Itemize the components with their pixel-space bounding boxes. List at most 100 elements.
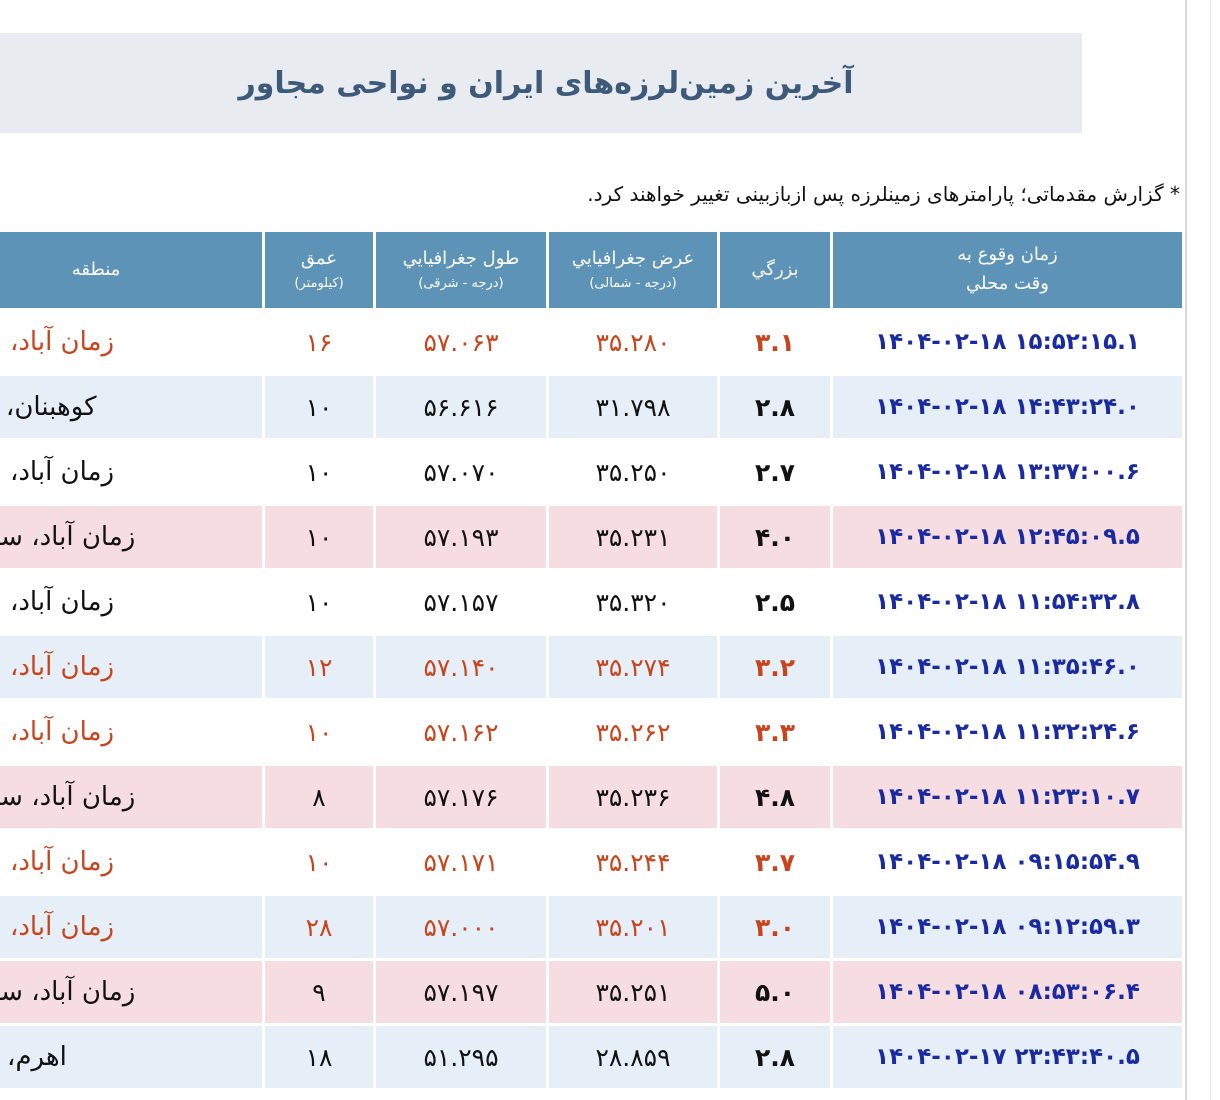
table-cell: ۱۶	[265, 311, 373, 373]
cell-text: ۲۸.۸۵۹	[595, 1042, 671, 1072]
cell-text: ۵۱.۲۹۵	[423, 1042, 499, 1072]
table-cell: ۵۷.۱۶۲	[376, 701, 546, 763]
table-cell: کوهبنان، کرمان	[0, 376, 262, 438]
cell-text: ۱۴۰۴-۰۲-۱۸ ۱۱:۳۲:۲۴.۶	[875, 719, 1140, 745]
table-cell: ۱۰	[265, 831, 373, 893]
table-cell: ۱۰	[265, 441, 373, 503]
header-text: بزرگي	[751, 258, 799, 280]
table-cell: ۳.۲	[720, 636, 830, 698]
cell-text: ۱۰	[305, 392, 333, 422]
cell-text: ۱۴۰۴-۰۲-۱۸ ۱۱:۲۳:۱۰.۷	[875, 784, 1140, 810]
cell-text: ۱۰	[305, 457, 333, 487]
table-cell: ۳۵.۲۰۱	[549, 896, 717, 958]
cell-text: ۲.۷	[754, 457, 795, 487]
table-cell: زمان آباد، سمنان	[0, 441, 262, 503]
table-cell: ۳.۳	[720, 701, 830, 763]
cell-text: زمان آباد، سمنان	[0, 327, 115, 357]
table-cell: ۵۷.۱۷۶	[376, 766, 546, 828]
cell-text: ۱۴۰۴-۰۲-۱۸ ۱۳:۳۷:۰۰.۶	[875, 459, 1140, 485]
table-cell: ۳۵.۲۵۱	[549, 961, 717, 1023]
table-cell: ۸	[265, 766, 373, 828]
table-cell: زمان آباد، سمنان *	[0, 766, 262, 828]
table-cell: ۱۴۰۴-۰۲-۱۸ ۱۱:۲۳:۱۰.۷	[833, 766, 1182, 828]
table-cell: ۱۴۰۴-۰۲-۱۸ ۱۱:۳۲:۲۴.۶	[833, 701, 1182, 763]
table-cell: ۳۵.۲۴۴	[549, 831, 717, 893]
header-cell: بزرگي	[720, 232, 830, 308]
cell-text: ۱۰	[305, 847, 333, 877]
cell-text: زمان آباد، سمنان	[0, 587, 115, 617]
cell-text: ۳۵.۲۵۱	[595, 977, 671, 1007]
cell-text: ۲.۵	[754, 587, 795, 617]
cell-text: ۳۵.۲۰۱	[595, 912, 671, 942]
cell-text: ۵۷.۰۶۳	[423, 327, 499, 357]
header-text: عمق	[300, 248, 338, 270]
header-cell: زمان وقوع به وقت محلي	[833, 232, 1182, 308]
cell-text: زمان آباد، سمنان	[0, 652, 115, 682]
table-cell: ۳.۷	[720, 831, 830, 893]
table-cell: ۱۰	[265, 506, 373, 568]
cell-text: ۳۵.۲۴۴	[595, 847, 671, 877]
cell-text: ۵.۰	[754, 977, 795, 1007]
table-cell: اهرم، بوشهر	[0, 1026, 262, 1088]
cell-text: ۳.۲	[754, 652, 795, 682]
table-cell: ۵.۰	[720, 961, 830, 1023]
header-text: (درجه - شمالی)	[589, 276, 677, 291]
table-cell: زمان آباد، سمنان	[0, 636, 262, 698]
cell-text: ۱۰	[305, 522, 333, 552]
cell-text: ۳۵.۲۷۴	[595, 652, 671, 682]
table-cell: ۳۵.۲۵۰	[549, 441, 717, 503]
cell-text: ۱۴۰۴-۰۲-۱۸ ۱۴:۴۳:۲۴.۰	[875, 394, 1140, 420]
table-cell: ۵۷.۰۶۳	[376, 311, 546, 373]
cell-text: ۵۷.۱۷۶	[423, 782, 499, 812]
cell-text: ۱۴۰۴-۰۲-۱۸ ۰۹:۱۲:۵۹.۳	[875, 914, 1140, 940]
table-cell: ۲۸.۸۵۹	[549, 1026, 717, 1088]
table-cell: ۳۵.۲۷۴	[549, 636, 717, 698]
cell-text: ۱۴۰۴-۰۲-۱۸ ۰۸:۵۳:۰۶.۴	[875, 979, 1140, 1005]
table-cell: ۳۵.۲۶۲	[549, 701, 717, 763]
cell-text: ۵۷.۰۰۰	[423, 912, 499, 942]
cell-text: ۱۴۰۴-۰۲-۱۷ ۲۳:۴۳:۴۰.۵	[875, 1044, 1140, 1070]
table-cell: ۲۸	[265, 896, 373, 958]
header-text: (درجه - شرقی)	[418, 276, 504, 291]
header-text: عرض جغرافيايي	[571, 248, 695, 270]
table-cell: ۲.۷	[720, 441, 830, 503]
cell-text: ۵۷.۱۵۷	[423, 587, 499, 617]
table-cell: ۵۷.۱۹۷	[376, 961, 546, 1023]
table-cell: ۱۴۰۴-۰۲-۱۸ ۱۱:۳۵:۴۶.۰	[833, 636, 1182, 698]
cell-text: کوهبنان، کرمان	[0, 392, 97, 422]
table-cell: ۱۴۰۴-۰۲-۱۸ ۰۸:۵۳:۰۶.۴	[833, 961, 1182, 1023]
table-cell: ۱۸	[265, 1026, 373, 1088]
cell-text: ۵۷.۱۹۳	[423, 522, 499, 552]
table-cell: ۱۴۰۴-۰۲-۱۸ ۱۱:۵۴:۳۲.۸	[833, 571, 1182, 633]
header-cell: طول جغرافيايي (درجه - شرقی)	[376, 232, 546, 308]
header-cell: عرض جغرافيايي (درجه - شمالی)	[549, 232, 717, 308]
table-cell: ۱۴۰۴-۰۲-۱۸ ۱۴:۴۳:۲۴.۰	[833, 376, 1182, 438]
table-cell: ۳۱.۷۹۸	[549, 376, 717, 438]
cell-text: ۴.۸	[754, 782, 795, 812]
table-cell: ۳.۰	[720, 896, 830, 958]
cell-text: ۳.۰	[754, 912, 795, 942]
table-cell: ۹	[265, 961, 373, 1023]
header-text: (کيلومتر)	[294, 276, 344, 291]
scroll-edge	[1185, 0, 1187, 1100]
table-cell: ۱۴۰۴-۰۲-۱۸ ۰۹:۱۵:۵۴.۹	[833, 831, 1182, 893]
table-cell: ۵۷.۱۷۱	[376, 831, 546, 893]
cell-text: ۱۴۰۴-۰۲-۱۸ ۱۱:۳۵:۴۶.۰	[875, 654, 1140, 680]
table-cell: زمان آباد، سمنان	[0, 311, 262, 373]
cell-text: ۵۷.۱۹۷	[423, 977, 499, 1007]
table-cell: ۱۰	[265, 571, 373, 633]
cell-text: ۱۴۰۴-۰۲-۱۸ ۰۹:۱۵:۵۴.۹	[875, 849, 1140, 875]
cell-text: ۱۶	[305, 327, 333, 357]
header-cell: منطقه	[0, 232, 262, 308]
table-cell: ۳۵.۲۸۰	[549, 311, 717, 373]
cell-text: زمان آباد، سمنان	[0, 717, 115, 747]
cell-text: ۳۱.۷۹۸	[595, 392, 671, 422]
table-cell: ۲.۸	[720, 376, 830, 438]
cell-text: زمان آباد، سمنان *	[0, 522, 136, 552]
table-cell: ۱۰	[265, 376, 373, 438]
cell-text: ۱۲	[305, 652, 333, 682]
cell-text: ۳۵.۲۳۱	[595, 522, 671, 552]
table-cell: ۵۱.۲۹۵	[376, 1026, 546, 1088]
cell-text: ۳.۱	[754, 327, 795, 357]
